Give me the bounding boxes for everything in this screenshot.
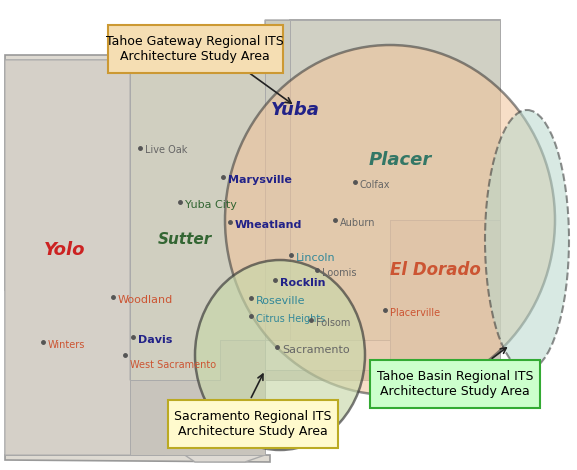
Polygon shape	[5, 20, 500, 462]
Ellipse shape	[485, 110, 569, 370]
FancyBboxPatch shape	[108, 25, 283, 73]
Polygon shape	[265, 20, 290, 340]
Text: Tahoe Gateway Regional ITS
Architecture Study Area: Tahoe Gateway Regional ITS Architecture …	[106, 35, 284, 63]
Text: Auburn: Auburn	[340, 218, 376, 228]
Text: Live Oak: Live Oak	[145, 145, 188, 155]
Polygon shape	[390, 220, 500, 370]
Text: Sacramento: Sacramento	[282, 345, 350, 355]
Polygon shape	[290, 20, 500, 340]
Ellipse shape	[195, 260, 365, 450]
Text: Yuba City: Yuba City	[185, 200, 237, 210]
Text: Yuba: Yuba	[271, 101, 320, 119]
Ellipse shape	[225, 45, 555, 395]
Text: Placerville: Placerville	[390, 308, 440, 318]
Text: Tahoe Basin Regional ITS
Architecture Study Area: Tahoe Basin Regional ITS Architecture St…	[377, 370, 533, 398]
Text: El Dorado: El Dorado	[389, 261, 481, 279]
Polygon shape	[130, 60, 265, 380]
Text: Colfax: Colfax	[360, 180, 391, 190]
Polygon shape	[5, 60, 165, 455]
Text: Sutter: Sutter	[158, 233, 212, 248]
Text: Rocklin: Rocklin	[280, 278, 325, 288]
Text: Placer: Placer	[368, 151, 432, 169]
Text: Loomis: Loomis	[322, 268, 357, 278]
Polygon shape	[5, 20, 500, 462]
Text: Wheatland: Wheatland	[235, 220, 302, 230]
Polygon shape	[130, 340, 390, 455]
FancyBboxPatch shape	[370, 360, 540, 408]
Text: Davis: Davis	[138, 335, 173, 345]
Text: Sacramento Regional ITS
Architecture Study Area: Sacramento Regional ITS Architecture Stu…	[174, 410, 332, 438]
Text: Woodland: Woodland	[118, 295, 173, 305]
Text: Folsom: Folsom	[316, 318, 350, 328]
Text: Lincoln: Lincoln	[296, 253, 336, 263]
Text: Winters: Winters	[48, 340, 85, 350]
Text: West Sacramento: West Sacramento	[130, 360, 216, 370]
Text: Citrus Heights: Citrus Heights	[256, 314, 325, 324]
Text: Roseville: Roseville	[256, 296, 305, 306]
Text: Marysville: Marysville	[228, 175, 292, 185]
FancyBboxPatch shape	[168, 400, 338, 448]
Text: Yolo: Yolo	[44, 241, 86, 259]
Text: Sacramento: Sacramento	[198, 413, 301, 428]
